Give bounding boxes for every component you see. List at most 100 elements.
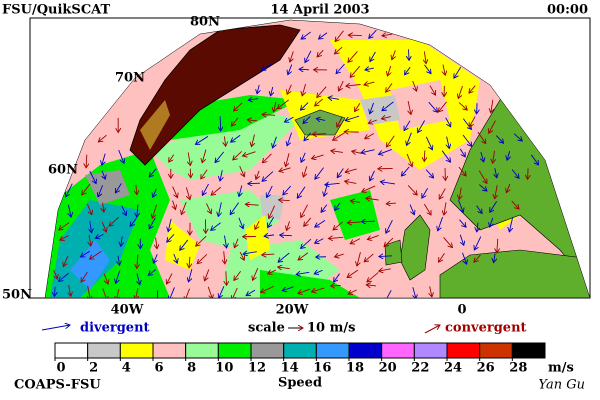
wind-arrow	[103, 202, 104, 212]
colorbar-swatch	[185, 342, 219, 359]
wind-arrow	[335, 202, 341, 211]
wind-arrow	[511, 200, 519, 209]
wind-arrow	[366, 285, 377, 286]
wind-arrow	[267, 185, 273, 197]
wind-arrow	[333, 221, 343, 230]
wind-arrow	[494, 253, 495, 263]
wind-arrow	[490, 201, 498, 212]
lat-label: 50N	[2, 288, 32, 303]
colorbar-tick-label: 18	[346, 361, 364, 376]
wind-arrow	[280, 235, 292, 236]
wind-arrow	[495, 135, 503, 144]
wind-arrow	[301, 238, 312, 248]
wind-arrow	[89, 170, 96, 184]
wind-arrow	[384, 290, 392, 298]
wind-arrow	[477, 131, 486, 144]
wind-arrow	[109, 216, 120, 226]
wind-arrow	[382, 34, 393, 36]
wind-arrow	[219, 286, 225, 298]
wind-arrow	[224, 251, 225, 264]
wind-arrow	[197, 254, 208, 263]
colorbar-swatch	[54, 342, 89, 359]
wind-arrow	[286, 153, 290, 166]
wind-arrow	[424, 51, 426, 63]
colorbar-swatch	[413, 342, 448, 359]
colorbar-tick-label: 10	[215, 361, 233, 376]
wind-arrow	[98, 134, 107, 142]
wind-arrow	[95, 233, 104, 238]
wind-arrow	[315, 220, 326, 227]
wind-arrow	[469, 85, 476, 93]
wind-arrow	[364, 82, 375, 85]
wind-arrow	[246, 289, 256, 295]
wind-arrow	[168, 218, 171, 232]
wind-arrow	[169, 287, 175, 298]
wind-arrow	[63, 255, 69, 267]
wind-arrow	[424, 64, 431, 74]
map-outline	[44, 19, 591, 299]
colorbar-swatch	[381, 342, 415, 359]
wind-arrow	[428, 101, 438, 112]
colorbar-tick-label: 14	[281, 361, 299, 376]
wind-arrow	[316, 119, 326, 121]
time: 00:00	[547, 3, 588, 18]
wind-arrow	[220, 116, 221, 131]
wind-arrow	[495, 185, 498, 199]
wind-arrow	[458, 199, 463, 212]
wind-arrow	[346, 84, 361, 86]
wind-arrow	[406, 132, 412, 146]
wind-arrow	[80, 250, 91, 257]
wind-arrow	[379, 256, 392, 257]
wind-arrow	[298, 288, 311, 293]
wind-arrow	[495, 168, 497, 178]
wind-arrow	[296, 272, 310, 274]
colorbar-tick-label: 8	[187, 361, 196, 376]
wind-arrow	[370, 170, 375, 181]
wind-arrow	[231, 134, 241, 142]
colorbar-swatch	[87, 342, 121, 359]
wind-arrow	[382, 101, 394, 111]
wind-arrow	[166, 273, 173, 284]
lat-label: 60N	[48, 163, 78, 178]
wind-arrow	[386, 220, 393, 233]
wind-arrow	[352, 151, 362, 153]
wind-arrow	[277, 99, 289, 109]
wind-arrow	[459, 148, 465, 157]
wind-arrow	[167, 233, 175, 242]
wind-arrow	[137, 254, 138, 269]
legend-scale-value: 10 m/s	[307, 321, 355, 336]
wind-arrow	[268, 216, 275, 227]
wind-arrow	[218, 202, 221, 216]
wind-arrow	[418, 120, 426, 133]
wind-arrow	[345, 181, 357, 183]
wind-arrow	[361, 150, 375, 153]
wind-arrow	[447, 136, 450, 149]
wind-arrow	[102, 170, 105, 180]
wind-arrow	[180, 239, 189, 250]
wind-arrow	[348, 289, 357, 294]
wind-arrow	[262, 254, 275, 255]
wind-arrow	[130, 217, 137, 226]
wind-arrow	[331, 151, 343, 153]
wind-arrow	[334, 273, 340, 282]
colorbar-tick-label: 4	[122, 361, 131, 376]
wind-arrow	[350, 65, 361, 77]
wind-arrow	[438, 101, 447, 112]
wind-arrow	[205, 269, 210, 280]
wind-arrow	[279, 167, 291, 171]
wind-arrow	[220, 170, 222, 181]
wind-arrow	[315, 167, 324, 180]
colorbar-swatch	[315, 342, 350, 359]
wind-arrow	[247, 120, 257, 121]
wind-arrow	[288, 64, 293, 75]
wind-arrow	[458, 85, 463, 98]
wind-arrow	[413, 287, 416, 298]
wind-arrow	[430, 286, 432, 297]
wind-arrow	[412, 80, 417, 91]
wind-arrow	[459, 187, 461, 200]
wind-arrow	[401, 166, 410, 176]
footer-left: COAPS-FSU	[14, 378, 101, 393]
wind-arrow	[211, 186, 222, 195]
wind-arrow	[474, 236, 482, 250]
wind-arrow	[348, 51, 358, 62]
